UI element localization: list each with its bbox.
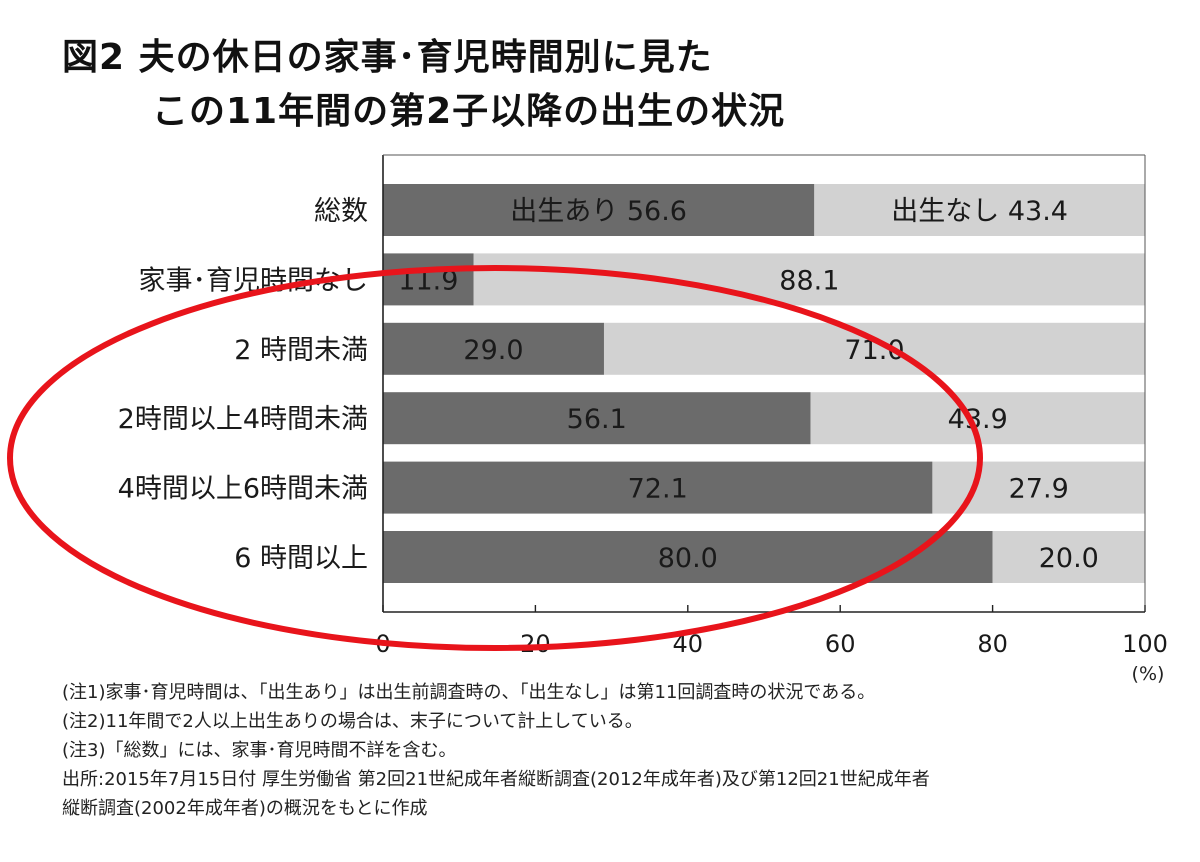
footnotes: (注1)家事･育児時間は、「出生あり」は出生前調査時の、「出生なし」は第11回調…	[62, 678, 930, 823]
bar-value-label: 27.9	[1009, 474, 1069, 505]
note-2: (注2)11年間で2人以上出生ありの場合は、末子について計上している。	[62, 711, 643, 732]
bar-birth-no	[814, 184, 1145, 236]
source-line-2: 縦断調査(2002年成年者)の概況をもとに作成	[62, 798, 428, 819]
bar-value-label: 72.1	[628, 474, 688, 505]
x-tick-label: 80	[977, 630, 1008, 658]
bar-birth-yes	[383, 322, 604, 375]
x-tick-label: 100	[1122, 630, 1168, 658]
category-label: 2 時間未満	[234, 335, 368, 366]
highlight-ellipse	[7, 265, 983, 651]
bar-value-label: 出生なし 43.4	[891, 196, 1068, 227]
bar-birth-yes	[383, 392, 811, 445]
category-label: 2時間以上4時間未満	[118, 404, 368, 435]
x-tick-label: 60	[825, 630, 856, 658]
bar-birth-no	[473, 253, 1146, 306]
bar-value-label: 56.1	[567, 404, 627, 435]
bar-value-label: 29.0	[463, 335, 523, 366]
bar-birth-no	[603, 322, 1145, 375]
bar-value-label: 88.1	[779, 265, 839, 296]
bar-birth-yes	[383, 461, 933, 514]
source-line-1: 出所:2015年7月15日付 厚生労働省 第2回21世紀成年者縦断調査(2012…	[62, 769, 930, 790]
category-label: 総数	[314, 196, 368, 227]
category-label: 6 時間以上	[234, 543, 368, 574]
category-label: 4時間以上6時間未満	[118, 474, 368, 505]
x-axis-unit-label: (%)	[1132, 663, 1165, 685]
bar-birth-yes	[383, 184, 815, 236]
bar-birth-yes	[383, 253, 474, 306]
bar-birth-no	[992, 531, 1145, 583]
bar-value-label: 20.0	[1039, 543, 1099, 574]
bar-birth-yes	[383, 531, 993, 583]
chart-title-line1: 図2 夫の休日の家事･育児時間別に見た	[62, 37, 713, 78]
note-3: (注3)「総数」には、家事･育児時間不詳を含む。	[62, 740, 457, 761]
bar-value-label: 80.0	[658, 543, 718, 574]
chart-title-line2: この11年間の第2子以降の出生の状況	[152, 91, 786, 132]
note-1: (注1)家事･育児時間は、「出生あり」は出生前調査時の、「出生なし」は第11回調…	[62, 682, 876, 703]
bar-value-label: 出生あり 56.6	[510, 196, 687, 227]
